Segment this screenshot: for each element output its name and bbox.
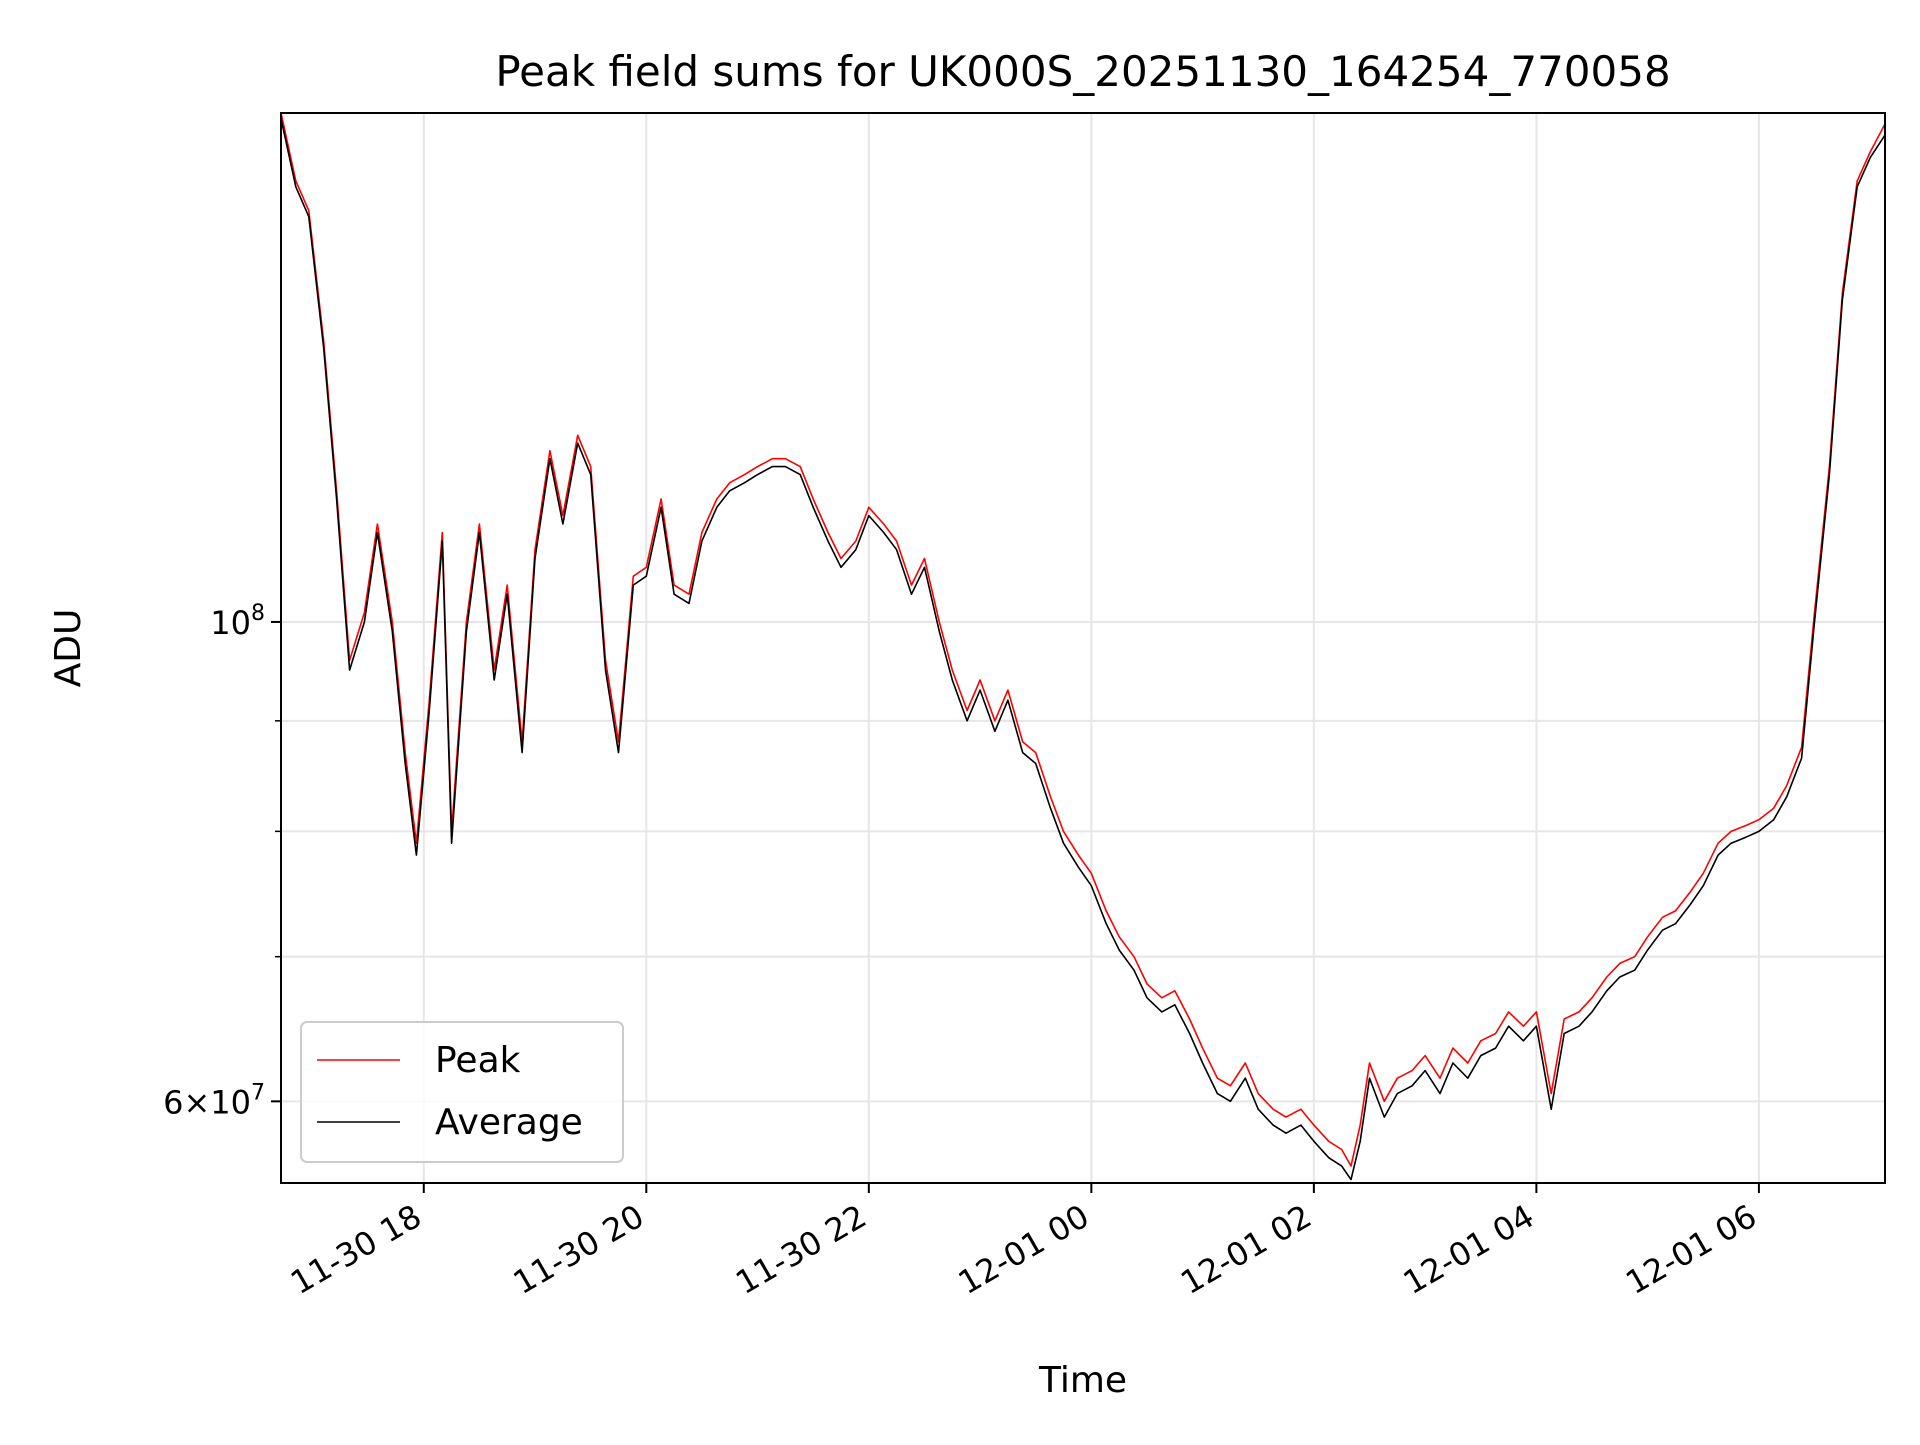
chart-title: Peak field sums for UK000S_20251130_1642…: [495, 47, 1670, 96]
x-tick-label: 12-01 04: [1397, 1197, 1541, 1302]
y-axis-ticks: 108 6×107: [163, 601, 281, 1121]
legend: Peak Average: [300, 1021, 624, 1163]
legend-label-peak: Peak: [435, 1040, 521, 1081]
series-line-peak: [280, 112, 1886, 1167]
y-tick-label: 108: [210, 601, 265, 642]
x-tick-label: 12-01 06: [1619, 1197, 1763, 1302]
plot-frame: [280, 112, 1886, 1184]
series-line-average: [280, 118, 1886, 1181]
x-tick-label: 11-30 22: [729, 1197, 873, 1302]
x-axis-label: Time: [1038, 1360, 1127, 1401]
x-axis-ticks: 11-30 18 11-30 20 11-30 22 12-01 00 12-01 02…: [284, 1183, 1763, 1302]
x-tick-label: 12-01 00: [952, 1197, 1096, 1302]
x-tick-label: 12-01 02: [1174, 1197, 1318, 1302]
y-tick-exponent: 7: [251, 1080, 265, 1105]
y-axis-label: ADU: [48, 609, 89, 688]
legend-label-average: Average: [435, 1102, 583, 1143]
x-tick-label: 11-30 18: [284, 1197, 428, 1302]
y-tick-exponent: 8: [251, 601, 265, 626]
x-tick-label: 11-30 20: [507, 1197, 651, 1302]
legend-box: [300, 1021, 624, 1163]
y-tick-label: 6×107: [163, 1080, 265, 1121]
series-layer: [280, 112, 1886, 1181]
